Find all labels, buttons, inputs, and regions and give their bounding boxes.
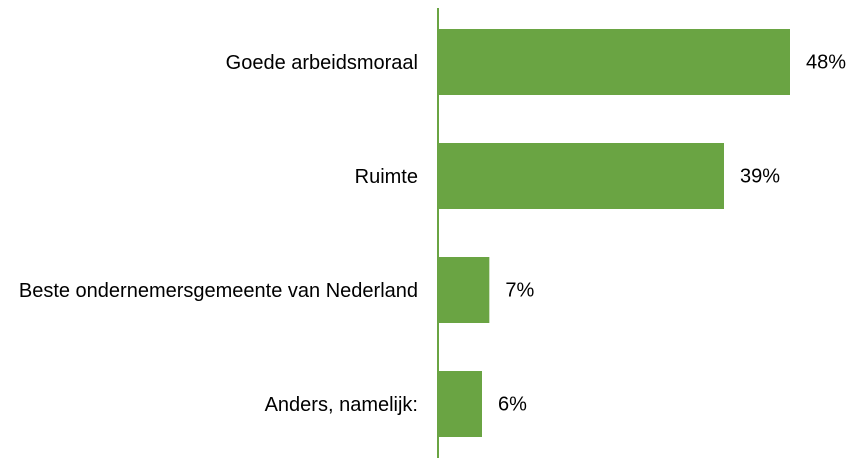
bar: [438, 371, 482, 437]
category-label: Goede arbeidsmoraal: [225, 52, 418, 74]
category-label: Anders, namelijk:: [264, 394, 418, 416]
category-label: Beste ondernemersgemeente van Nederland: [18, 280, 418, 302]
value-label: 6%: [498, 393, 527, 415]
bar: [438, 257, 490, 323]
value-label: 7%: [505, 279, 534, 301]
bar: [438, 29, 790, 95]
value-label: 39%: [740, 165, 780, 187]
category-label: Ruimte: [354, 166, 418, 188]
value-label: 48%: [806, 51, 846, 73]
bar: [438, 143, 724, 209]
